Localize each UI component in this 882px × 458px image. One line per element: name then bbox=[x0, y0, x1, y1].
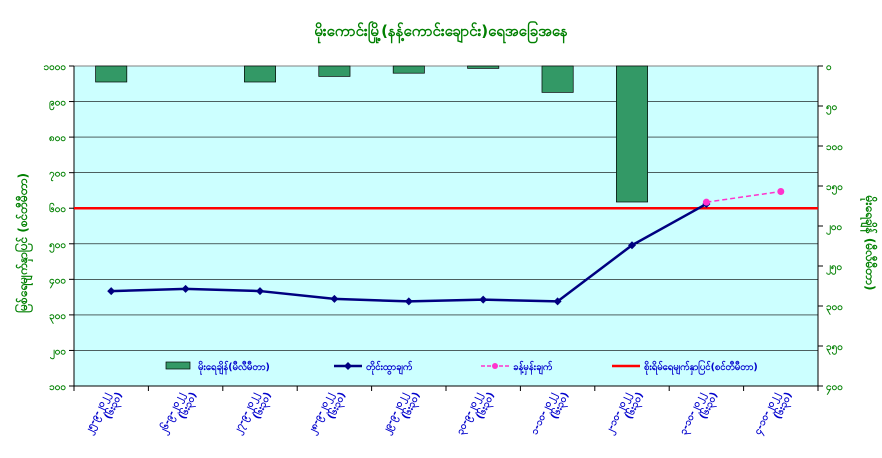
x-axis-ticks: ၂၅-၉-၂၀၂၂(၆း၃၀) ၂၆-၉-၂၀၂၂(၆း၃၀) ၂၇-၉-၂၀၂၂(… bbox=[73, 386, 819, 438]
plot-background bbox=[73, 65, 819, 387]
left-axis-label: မြစ်ရေမျက်နှာပြင် (စင်တီမီတာ) bbox=[13, 173, 34, 313]
rainfall-bar bbox=[616, 65, 648, 203]
right-tick-label: ၀ bbox=[826, 62, 832, 73]
right-tick-label: ၅၀ bbox=[826, 102, 837, 116]
left-tick-label: ၁၀၀၀ bbox=[44, 62, 67, 73]
legend-marker-forecast bbox=[492, 363, 498, 369]
rainfall-bar bbox=[541, 65, 574, 93]
measured-level-point bbox=[107, 287, 116, 296]
right-tick-label: ၄၀၀ bbox=[826, 382, 843, 396]
left-tick-label: ၆၀၀ bbox=[49, 202, 66, 215]
rainfall-bar bbox=[467, 65, 500, 69]
left-tick-label: ၁၀၀ bbox=[49, 382, 66, 393]
left-tick-label: ၈၀၀ bbox=[49, 133, 66, 144]
right-tick-label: ၁၅၀ bbox=[826, 182, 843, 196]
left-tick-label: ၂၀၀ bbox=[50, 346, 66, 360]
right-tick-label: ၁၀၀ bbox=[826, 142, 843, 153]
measured-level-point bbox=[181, 284, 190, 293]
measured-level-point bbox=[330, 294, 339, 303]
left-axis-ticks: ၁၀၀ ၂၀၀ ၃၀၀ ၄၀၀ ၅၀၀ ၆၀၀ ၇၀၀ ၈၀၀ ၉၀၀ ၁၀၀၀ bbox=[44, 62, 74, 393]
left-tick-label: ၇၀၀ bbox=[48, 169, 66, 183]
legend: မိုးရေချိန်(မီလီမီတာ) တိုင်းထွာချက် ခန့်မှ… bbox=[165, 361, 758, 375]
rainfall-bars bbox=[95, 65, 648, 203]
right-tick-label: ၃၀၀ bbox=[826, 302, 843, 316]
plot-area bbox=[73, 65, 819, 387]
right-tick-label: ၂၅၀ bbox=[826, 262, 842, 276]
measured-level-point bbox=[628, 241, 636, 250]
forecast-level-point bbox=[702, 198, 710, 206]
measured-level-point bbox=[404, 297, 413, 306]
chart-title: မိုးကောင်းမြို့(နန့်ကောင်းချောင်း)ရေအခြေ… bbox=[314, 20, 568, 44]
legend-label: တိုင်းထွာချက် bbox=[366, 362, 413, 375]
rainfall-bar bbox=[95, 65, 128, 83]
left-tick-label: ၉၀၀ bbox=[49, 98, 66, 112]
forecast-level-point bbox=[777, 188, 785, 196]
legend-label: မိုးရေချိန်(မီလီမီတာ) bbox=[198, 362, 270, 375]
measured-level-point bbox=[553, 297, 562, 306]
forecast-level-line bbox=[706, 190, 781, 203]
rainfall-bar bbox=[244, 65, 276, 83]
left-tick-label: ၅၀၀ bbox=[49, 240, 66, 254]
rainfall-bar bbox=[318, 65, 351, 77]
left-tick-label: ၃၀၀ bbox=[49, 311, 66, 325]
right-tick-label: ၃၅၀ bbox=[826, 342, 843, 356]
legend-label: ခန့်မှန်းချက် bbox=[513, 362, 553, 375]
measured-level-point bbox=[479, 295, 488, 304]
measured-level-point bbox=[256, 287, 264, 296]
legend-marker-measured bbox=[344, 362, 352, 370]
legend-swatch-rainfall bbox=[165, 361, 191, 370]
right-axis-label: မိုးရေချိန် (မီလီမီတာ) bbox=[859, 195, 879, 291]
legend-label: စိုးရိမ်ရေမျက်နှာပြင်(စင်တီမီတာ) bbox=[644, 361, 758, 375]
water-level-lines bbox=[74, 188, 818, 306]
left-tick-label: ၄၀၀ bbox=[49, 275, 66, 289]
right-tick-label: ၂၀၀ bbox=[826, 222, 842, 236]
rainfall-bar bbox=[392, 65, 425, 74]
